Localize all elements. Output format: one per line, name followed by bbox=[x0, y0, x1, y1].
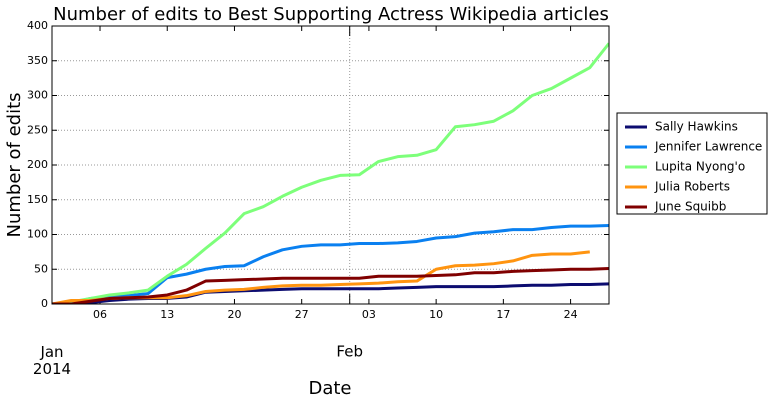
y-axis-label: Number of edits bbox=[4, 92, 25, 237]
data-line bbox=[52, 267, 609, 304]
x-tick-label: 24 bbox=[564, 308, 578, 321]
x-tick-label: 13 bbox=[160, 308, 174, 321]
chart-title: Number of edits to Best Supporting Actre… bbox=[53, 4, 609, 25]
x-tick-label: Jan 2014 bbox=[33, 343, 71, 378]
y-tick-label: 150 bbox=[27, 193, 48, 206]
y-tick-label: 300 bbox=[27, 89, 48, 102]
data-line bbox=[52, 223, 609, 304]
y-tick-label: 350 bbox=[27, 54, 48, 67]
legend-label: Lupita Nyong'o bbox=[655, 160, 745, 174]
y-tick-label: 0 bbox=[41, 297, 48, 310]
legend-label: Julia Roberts bbox=[654, 180, 730, 194]
x-tick-label-line: Jan bbox=[39, 343, 63, 361]
x-tick-label: 17 bbox=[496, 308, 510, 321]
y-tick-label: 50 bbox=[34, 262, 48, 275]
x-tick-label: 06 bbox=[93, 308, 107, 321]
y-tick-label: 200 bbox=[27, 158, 48, 171]
x-tick-label: Feb bbox=[336, 343, 363, 361]
y-tick-label: 400 bbox=[27, 19, 48, 32]
x-axis-label: Date bbox=[308, 378, 351, 399]
x-tick-label: 20 bbox=[227, 308, 241, 321]
x-tick-label: 27 bbox=[295, 308, 309, 321]
legend-label: Sally Hawkins bbox=[655, 120, 738, 134]
y-tick-label: 250 bbox=[27, 123, 48, 136]
legend-label: June Squibb bbox=[654, 200, 726, 214]
legend-box bbox=[616, 112, 768, 215]
plot-frame bbox=[51, 25, 610, 305]
y-tick-label: 100 bbox=[27, 228, 48, 241]
x-tick-label: 10 bbox=[429, 308, 443, 321]
legend-label: Jennifer Lawrence bbox=[654, 140, 762, 154]
data-line bbox=[52, 42, 609, 304]
x-tick-label: 03 bbox=[362, 308, 376, 321]
x-tick-label-line: 2014 bbox=[33, 360, 71, 378]
